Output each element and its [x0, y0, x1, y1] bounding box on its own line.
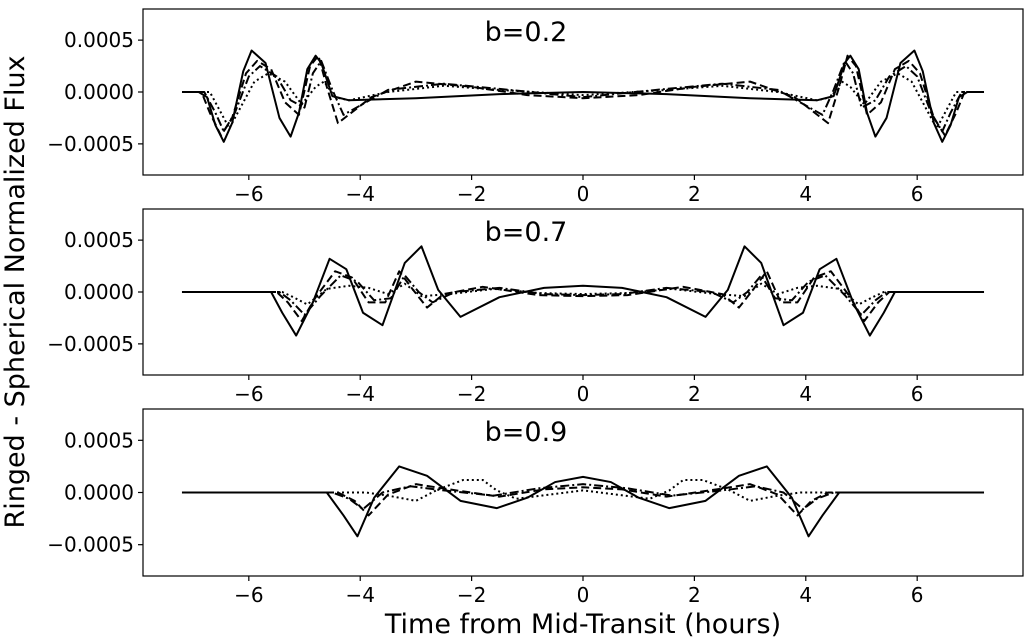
x-tick-label: −4: [345, 583, 374, 607]
x-tick-label: −4: [345, 382, 374, 406]
x-tick-label: 0: [577, 583, 590, 607]
x-tick-label: 6: [911, 382, 924, 406]
panel-title: b=0.7: [485, 217, 568, 248]
panel-1: −6 −4 −2 0 2 4 6 0.0005 0.0000 −0.0005 b=0.2: [47, 8, 1024, 206]
panel-2: −6 −4 −2 0 2 4 6 0.0005 0.0000 −0.0005 b=0.7: [47, 208, 1024, 406]
y-tick-label: −0.0005: [47, 132, 134, 156]
series-line-dashdot: [181, 59, 985, 133]
series-line-dotted: [181, 282, 985, 306]
y-tick-label: −0.0005: [47, 533, 134, 557]
series-line-dashdot: [181, 274, 985, 316]
panels: −6 −4 −2 0 2 4 6 0.0005 0.0000 −0.0005 b=0.2 −6 −4 −2…: [47, 8, 1024, 607]
x-tick-label: −6: [234, 382, 263, 406]
y-tick-label: 0.0000: [64, 481, 134, 505]
y-axis-label: Ringed - Spherical Normalized Flux: [0, 55, 31, 528]
x-tick-label: 4: [799, 382, 812, 406]
x-axis-label: Time from Mid-Transit (hours): [384, 609, 781, 640]
series-line-dashed: [181, 54, 985, 137]
x-tick-label: −6: [234, 182, 263, 206]
x-tick-label: 0: [577, 382, 590, 406]
panel-3: −6 −4 −2 0 2 4 6 0.0005 0.0000 −0.0005 b=0.9: [47, 408, 1024, 607]
panel-title: b=0.2: [485, 17, 568, 48]
x-tick-label: −4: [345, 182, 374, 206]
y-tick-label: 0.0005: [64, 228, 134, 252]
x-tick-label: 6: [911, 583, 924, 607]
series-line-dashed: [181, 483, 985, 517]
y-tick-label: 0.0005: [64, 28, 134, 52]
y-tick-label: −0.0005: [47, 332, 134, 356]
x-tick-label: 4: [799, 182, 812, 206]
series-line-dotted: [181, 72, 985, 130]
x-tick-label: 2: [688, 583, 701, 607]
series-line-solid: [181, 245, 985, 337]
y-tick-label: 0.0000: [64, 80, 134, 104]
y-tick-label: 0.0005: [64, 428, 134, 452]
x-tick-label: 6: [911, 182, 924, 206]
series-line-dashed: [181, 270, 985, 323]
series-line-dashdot: [181, 483, 985, 511]
x-tick-label: −2: [457, 583, 486, 607]
y-tick-label: 0.0000: [64, 280, 134, 304]
series-line-dotted: [181, 478, 985, 502]
x-tick-label: −2: [457, 382, 486, 406]
series-line-solid: [181, 49, 985, 143]
series-line-solid: [181, 465, 985, 538]
x-tick-label: 0: [577, 182, 590, 206]
x-tick-label: −6: [234, 583, 263, 607]
x-tick-label: −2: [457, 182, 486, 206]
x-tick-label: 2: [688, 382, 701, 406]
panel-title: b=0.9: [485, 417, 568, 448]
x-tick-label: 4: [799, 583, 812, 607]
x-tick-label: 2: [688, 182, 701, 206]
